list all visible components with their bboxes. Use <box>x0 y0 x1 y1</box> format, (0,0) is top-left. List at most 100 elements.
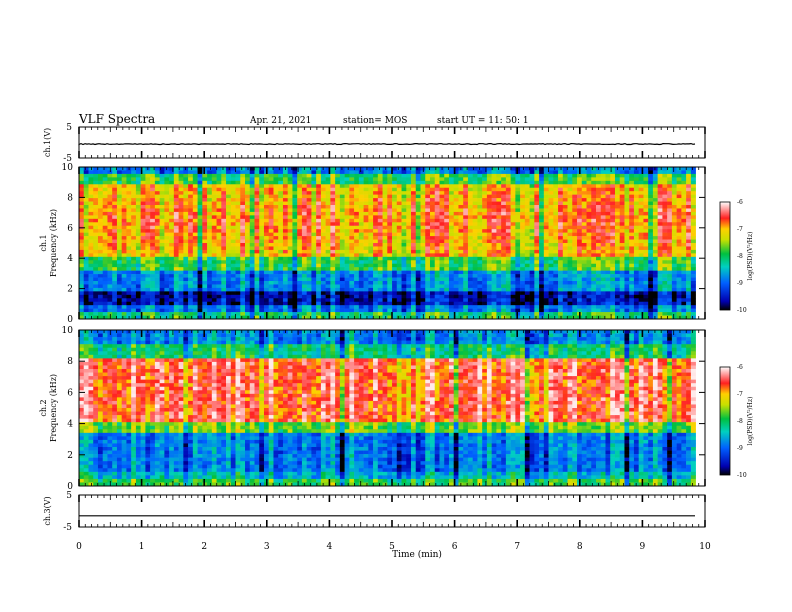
spectrogram-cell <box>188 253 194 258</box>
spectrogram-cell <box>567 298 573 303</box>
spectrogram-cell <box>235 287 241 292</box>
spectrogram-cell <box>211 191 217 195</box>
spectrogram-cell <box>467 305 473 309</box>
spectrogram-cell <box>434 198 440 202</box>
spectrogram-cell <box>79 263 85 268</box>
spectrogram-cell <box>558 167 564 171</box>
spectrogram-cell <box>88 312 94 316</box>
spectrogram-cell <box>135 315 141 320</box>
spectrogram-cell <box>572 211 578 216</box>
spectrogram-cell <box>349 274 355 278</box>
spectrogram-cell <box>249 198 255 202</box>
spectrogram-cell <box>482 270 488 275</box>
spectrogram-cell <box>377 270 383 275</box>
spectrogram-cell <box>373 243 379 247</box>
spectrogram-cell <box>112 287 118 292</box>
spectrogram-cell <box>463 284 469 289</box>
spectrogram-cell <box>577 284 583 289</box>
spectrogram-cell <box>363 284 369 289</box>
spectrogram-cell <box>368 201 374 206</box>
spectrogram-cell <box>273 205 279 209</box>
spectrogram-cell <box>292 173 298 178</box>
spectrogram-cell <box>216 211 222 216</box>
spectrogram-cell <box>159 263 165 268</box>
spectrogram-cell <box>320 301 326 306</box>
spectrogram-cell <box>591 184 597 189</box>
spectrogram-cell <box>278 305 284 309</box>
spectrogram-cell <box>406 222 412 227</box>
spectrogram-cell <box>434 256 440 261</box>
spectrogram-cell <box>496 260 502 265</box>
spectrogram-cell <box>534 260 540 265</box>
spectrogram-cell <box>245 312 251 316</box>
spectrogram-cell <box>463 312 469 316</box>
spectrogram-cell <box>368 308 374 313</box>
spectrogram-cell <box>358 315 364 320</box>
spectrogram-cell <box>415 315 421 320</box>
spectrogram-cell <box>83 170 89 175</box>
spectrogram-cell <box>140 308 146 313</box>
spectrogram-cell <box>278 249 284 254</box>
spectrogram-cell <box>534 256 540 261</box>
spectrogram-cell <box>472 229 478 233</box>
spectrogram-cell <box>420 305 426 309</box>
spectrogram-cell <box>311 274 317 278</box>
spectrogram-cell <box>392 260 398 265</box>
spectrogram-cell <box>392 253 398 258</box>
spectrogram-cell <box>339 260 345 265</box>
spectrogram-cell <box>197 287 203 292</box>
spectrogram-cell <box>173 198 179 202</box>
spectrogram-cell <box>510 256 516 261</box>
spectrogram-cell <box>116 308 122 313</box>
spectrogram-cell <box>373 167 379 171</box>
spectrogram-cell <box>586 239 592 244</box>
spectrogram-cell <box>448 291 455 296</box>
spectrogram-cell <box>202 246 208 251</box>
spectrogram-cell <box>387 177 393 182</box>
spectrogram-cell <box>263 239 270 244</box>
spectrogram-cell <box>287 229 293 233</box>
spectrogram-cell <box>377 253 383 258</box>
spectrogram-cell <box>401 243 407 247</box>
spectrogram-cell <box>325 301 331 306</box>
spectrogram-cell <box>577 305 583 309</box>
spectrogram-cell <box>183 246 189 251</box>
spectrogram-cell <box>197 222 203 227</box>
spectrogram-cell <box>88 222 94 227</box>
spectrogram-cell <box>596 298 602 303</box>
spectrogram-cell <box>510 305 516 309</box>
spectrogram-cell <box>354 294 360 299</box>
spectrogram-cell <box>458 267 464 271</box>
spectrogram-cell <box>491 198 497 202</box>
spectrogram-cell <box>330 198 336 202</box>
spectrogram-cell <box>140 239 146 244</box>
spectrogram-cell <box>297 312 303 316</box>
spectrogram-cell <box>553 198 559 202</box>
spectrogram-cell <box>278 222 284 227</box>
spectrogram-cell <box>93 277 99 282</box>
spectrogram-cell <box>387 253 393 258</box>
spectrogram-cell <box>377 267 383 271</box>
spectrogram-cell <box>259 173 265 178</box>
spectrogram-cell <box>121 312 127 316</box>
spectrogram-cell <box>335 256 341 261</box>
spectrogram-cell <box>368 274 374 278</box>
spectrogram-cell <box>245 263 251 268</box>
spectrogram-cell <box>282 215 288 220</box>
spectrogram-cell <box>363 232 369 237</box>
spectrogram-cell <box>282 236 288 240</box>
spectrogram-cell <box>93 229 99 233</box>
spectrogram-cell <box>586 284 592 289</box>
spectrogram-cell <box>216 225 222 230</box>
spectrogram-cell <box>320 218 326 223</box>
spectrogram-cell <box>382 198 388 202</box>
spectrogram-cell <box>245 287 251 292</box>
spectrogram-cell <box>292 312 298 316</box>
spectrogram-cell <box>330 177 336 182</box>
spectrogram-cell <box>202 301 208 306</box>
spectrogram-cell <box>425 260 431 265</box>
spectrogram-cell <box>534 274 540 278</box>
spectrogram-cell <box>188 260 194 265</box>
spectrogram-cell <box>467 260 473 265</box>
spectrogram-cell <box>344 201 350 206</box>
